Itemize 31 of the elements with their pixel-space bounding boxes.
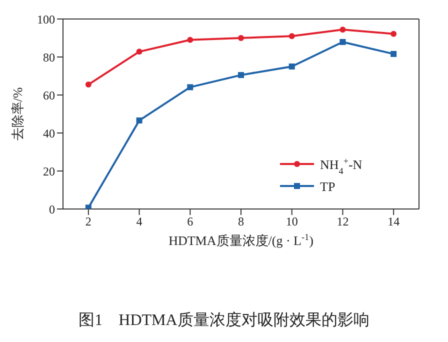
point [390,30,397,37]
x-tick-label: 8 [238,214,244,229]
point [85,82,92,88]
x-tick-label: 12 [336,214,349,229]
point [238,72,244,78]
x-axis-title: HDTMA质量浓度/(g · L$^{-1}$) [168,232,314,248]
y-tick-label: 0 [49,202,55,216]
point [340,26,346,33]
point [238,35,244,41]
y-tick-label: 40 [43,126,55,140]
x-tick-label: 2 [85,214,92,229]
x-tick-label: 14 [388,214,400,229]
point [187,84,194,90]
x-tick-label: 10 [286,214,298,229]
point [187,36,194,43]
text: 图1 HDTMA质量浓度对吸附效果的影响 [78,310,370,331]
y-axis-title: 去除率/% [10,87,25,141]
y-tick-label: 80 [43,50,55,64]
point [288,64,295,70]
x-tick-label: 6 [187,214,194,229]
point [340,38,346,45]
y-tick-label: 60 [43,88,55,102]
point [136,48,142,55]
legend-label: TP [320,179,336,194]
point [390,50,397,57]
point [136,117,142,124]
legend-label: NH$_{4}$$^{+}$-N [320,156,363,176]
x-tick-label: 4 [136,214,142,229]
point [288,33,295,40]
y-tick-label: 20 [43,164,55,178]
y-tick-label: 100 [37,12,55,26]
